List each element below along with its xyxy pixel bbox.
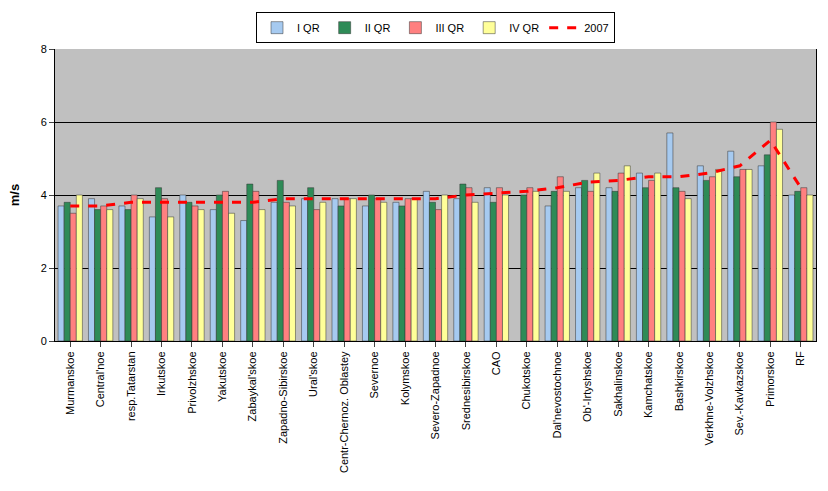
svg-text:Primorskoe: Primorskoe	[764, 351, 776, 407]
svg-text:Verkhne-Volzhskoe: Verkhne-Volzhskoe	[703, 351, 715, 445]
svg-text:Severnoe: Severnoe	[368, 351, 380, 398]
svg-text:Yakutskoe: Yakutskoe	[216, 351, 228, 402]
svg-text:Ural'skoe: Ural'skoe	[307, 351, 319, 397]
svg-text:2007: 2007	[584, 22, 608, 34]
svg-text:Zabaykal'skoe: Zabaykal'skoe	[246, 351, 258, 421]
svg-text:Dal'nevostochnoe: Dal'nevostochnoe	[551, 351, 563, 438]
svg-text:m/s: m/s	[7, 184, 22, 206]
svg-text:8: 8	[41, 43, 47, 55]
svg-text:II QR: II QR	[365, 22, 391, 34]
svg-text:CAO: CAO	[490, 351, 502, 375]
svg-text:Centr-Chernoz. Oblastey: Centr-Chernoz. Oblastey	[338, 351, 350, 473]
svg-text:Srednesibirskoe: Srednesibirskoe	[460, 351, 472, 430]
svg-text:Kamchatskoe: Kamchatskoe	[642, 351, 654, 418]
svg-text:resp.Tatarstan: resp.Tatarstan	[125, 351, 137, 421]
svg-text:Bashkirskoe: Bashkirskoe	[673, 351, 685, 411]
svg-text:Sakhalinskoe: Sakhalinskoe	[612, 351, 624, 416]
svg-text:Severo-Zapadnoe: Severo-Zapadnoe	[429, 351, 441, 439]
svg-text:Zapadno-Sibirskoe: Zapadno-Sibirskoe	[277, 351, 289, 443]
svg-text:Irkutskoe: Irkutskoe	[155, 351, 167, 396]
svg-text:Ob'-Irtyshskoe: Ob'-Irtyshskoe	[581, 351, 593, 422]
svg-text:I QR: I QR	[297, 22, 320, 34]
svg-text:Kolymskoe: Kolymskoe	[399, 351, 411, 405]
svg-text:Chukotskoe: Chukotskoe	[520, 351, 532, 409]
svg-text:III QR: III QR	[435, 22, 464, 34]
svg-text:IV QR: IV QR	[509, 22, 539, 34]
svg-text:Murmanskoe: Murmanskoe	[64, 351, 76, 415]
svg-text:Central'noe: Central'noe	[94, 351, 106, 407]
svg-text:2: 2	[41, 262, 47, 274]
svg-text:6: 6	[41, 116, 47, 128]
svg-text:Privolzhskoe: Privolzhskoe	[186, 351, 198, 413]
svg-text:RF: RF	[794, 351, 806, 366]
svg-text:4: 4	[41, 189, 47, 201]
svg-text:Sev.-Kavkazskoe: Sev.-Kavkazskoe	[733, 351, 745, 435]
svg-text:0: 0	[41, 335, 47, 347]
